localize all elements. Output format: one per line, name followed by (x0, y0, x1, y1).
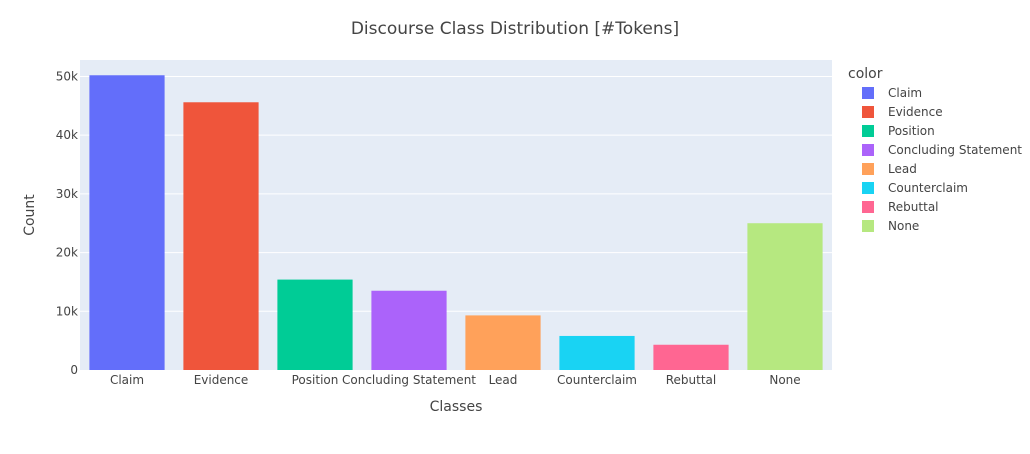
bar-lead[interactable] (465, 315, 541, 370)
legend-title: color (848, 66, 883, 82)
legend-item-lead[interactable]: Lead (862, 162, 917, 176)
legend-swatch (862, 163, 874, 175)
legend-item-counterclaim[interactable]: Counterclaim (862, 181, 968, 195)
y-tick-label: 0 (70, 363, 78, 377)
x-tick-label: Position (292, 373, 339, 387)
legend-label: Rebuttal (888, 200, 939, 214)
legend-swatch (862, 182, 874, 194)
bar-claim[interactable] (89, 75, 165, 371)
chart-title: Discourse Class Distribution [#Tokens] (351, 19, 679, 39)
x-tick-label: Claim (110, 373, 144, 387)
legend-swatch (862, 201, 874, 213)
bar-position[interactable] (277, 279, 353, 370)
y-axis-ticks: 0 10k 20k 30k 40k 50k (56, 69, 78, 377)
y-axis-title: Count (22, 194, 38, 236)
y-tick-label: 20k (56, 246, 78, 260)
legend-label: Concluding Statement (888, 143, 1022, 157)
x-tick-label: Concluding Statement (342, 373, 476, 387)
legend-swatch (862, 87, 874, 99)
y-tick-label: 50k (56, 69, 78, 83)
legend-item-evidence[interactable]: Evidence (862, 105, 943, 119)
legend-item-none[interactable]: None (862, 219, 919, 233)
x-axis-ticks: Claim Evidence Position Concluding Statemen… (110, 373, 801, 387)
legend-label: Counterclaim (888, 181, 968, 195)
x-tick-label: Rebuttal (666, 373, 717, 387)
bar-none[interactable] (747, 223, 823, 370)
legend[interactable]: color Claim Evidence Position Concluding St… (848, 66, 1022, 233)
legend-swatch (862, 144, 874, 156)
x-tick-label: Lead (489, 373, 518, 387)
legend-label: None (888, 219, 919, 233)
y-tick-label: 40k (56, 128, 78, 142)
legend-label: Claim (888, 86, 922, 100)
y-tick-label: 30k (56, 187, 78, 201)
legend-label: Position (888, 124, 935, 138)
legend-item-position[interactable]: Position (862, 124, 935, 138)
x-tick-label: Evidence (194, 373, 249, 387)
x-axis-title: Classes (430, 399, 483, 415)
x-tick-label: None (769, 373, 800, 387)
legend-item-concluding-statement[interactable]: Concluding Statement (862, 143, 1022, 157)
legend-item-rebuttal[interactable]: Rebuttal (862, 200, 939, 214)
legend-swatch (862, 125, 874, 137)
legend-swatch (862, 106, 874, 118)
bar-concluding-statement[interactable] (371, 290, 447, 370)
y-tick-label: 10k (56, 304, 78, 318)
bar-evidence[interactable] (183, 102, 259, 370)
bars (89, 75, 823, 371)
legend-swatch (862, 220, 874, 232)
legend-item-claim[interactable]: Claim (862, 86, 922, 100)
legend-label: Lead (888, 162, 917, 176)
bar-counterclaim[interactable] (559, 335, 635, 370)
x-tick-label: Counterclaim (557, 373, 637, 387)
legend-items[interactable]: Claim Evidence Position Concluding Statemen… (862, 86, 1022, 233)
bar-rebuttal[interactable] (653, 344, 729, 370)
legend-label: Evidence (888, 105, 943, 119)
